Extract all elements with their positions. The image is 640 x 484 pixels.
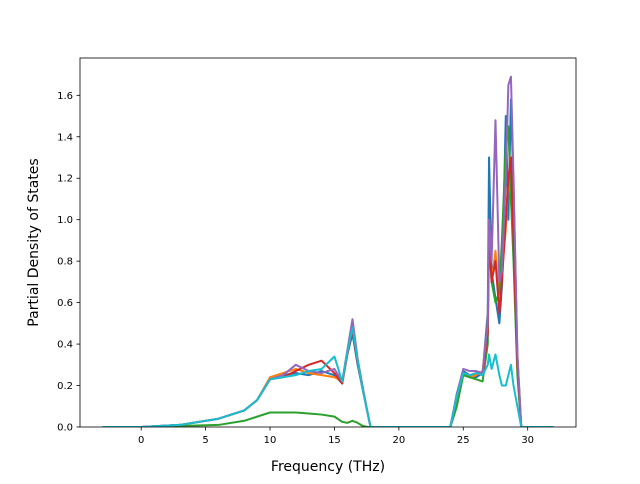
x-tick-label: 20 (392, 435, 405, 446)
x-tick-label: 5 (202, 435, 208, 446)
x-tick-label: 15 (328, 435, 341, 446)
y-tick-label: 1.0 (57, 215, 73, 226)
y-tick-label: 0.4 (57, 340, 73, 351)
y-tick-label: 0.0 (57, 423, 73, 434)
y-tick-label: 0.2 (57, 381, 73, 392)
x-tick-label: 10 (264, 435, 277, 446)
y-tick-label: 1.4 (57, 132, 73, 143)
plot-area (102, 75, 554, 427)
axes-frame (79, 57, 577, 428)
y-tick-label: 1.6 (57, 91, 73, 102)
y-tick-label: 0.6 (57, 298, 73, 309)
y-axis-ticks: 0.0 0.2 0.4 0.6 0.8 1.0 1.2 1.4 1.6 (57, 91, 80, 434)
x-axis-label: Frequency (THz) (271, 459, 385, 475)
series-line-6 (102, 326, 554, 427)
x-axis-ticks: 0 5 10 15 20 25 30 (138, 427, 534, 446)
x-tick-label: 30 (521, 435, 534, 446)
x-tick-label: 0 (138, 435, 144, 446)
y-tick-label: 0.8 (57, 257, 73, 268)
y-tick-label: 1.2 (57, 174, 73, 185)
x-tick-label: 25 (457, 435, 470, 446)
y-axis-label: Partial Density of States (26, 158, 42, 326)
series-line-5 (102, 75, 554, 427)
